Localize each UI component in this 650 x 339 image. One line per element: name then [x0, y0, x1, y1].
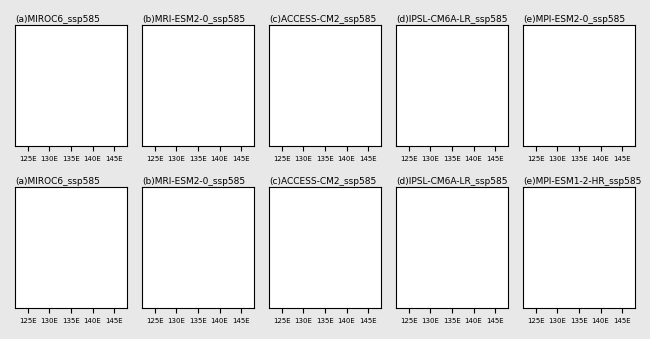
Text: (a)MIROC6_ssp585: (a)MIROC6_ssp585 — [15, 177, 100, 186]
Text: (e)MPI-ESM1-2-HR_ssp585: (e)MPI-ESM1-2-HR_ssp585 — [523, 177, 642, 186]
Text: (c)ACCESS-CM2_ssp585: (c)ACCESS-CM2_ssp585 — [269, 177, 376, 186]
Text: (d)IPSL-CM6A-LR_ssp585: (d)IPSL-CM6A-LR_ssp585 — [396, 177, 508, 186]
Text: (d)IPSL-CM6A-LR_ssp585: (d)IPSL-CM6A-LR_ssp585 — [396, 15, 508, 24]
Text: (e)MPI-ESM2-0_ssp585: (e)MPI-ESM2-0_ssp585 — [523, 15, 625, 24]
Text: (c)ACCESS-CM2_ssp585: (c)ACCESS-CM2_ssp585 — [269, 15, 376, 24]
Text: (b)MRI-ESM2-0_ssp585: (b)MRI-ESM2-0_ssp585 — [142, 177, 245, 186]
Text: (a)MIROC6_ssp585: (a)MIROC6_ssp585 — [15, 15, 100, 24]
Text: (b)MRI-ESM2-0_ssp585: (b)MRI-ESM2-0_ssp585 — [142, 15, 245, 24]
